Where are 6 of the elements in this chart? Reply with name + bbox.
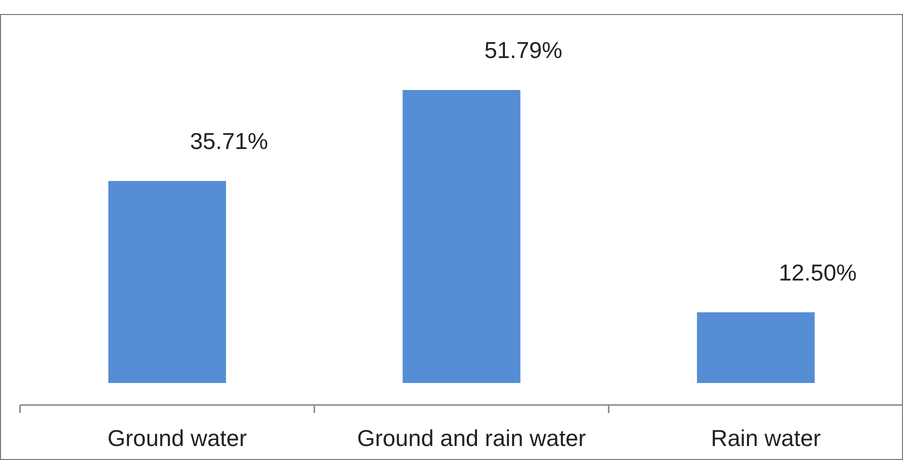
data-label: 35.71% [190,128,268,154]
data-label: 51.79% [484,37,562,63]
x-tick-label: Rain water [710,425,822,451]
x-tick-label: Ground water [107,425,248,451]
x-tick-label: Ground and rain water [357,425,586,451]
data-label: 12.50% [778,259,857,286]
